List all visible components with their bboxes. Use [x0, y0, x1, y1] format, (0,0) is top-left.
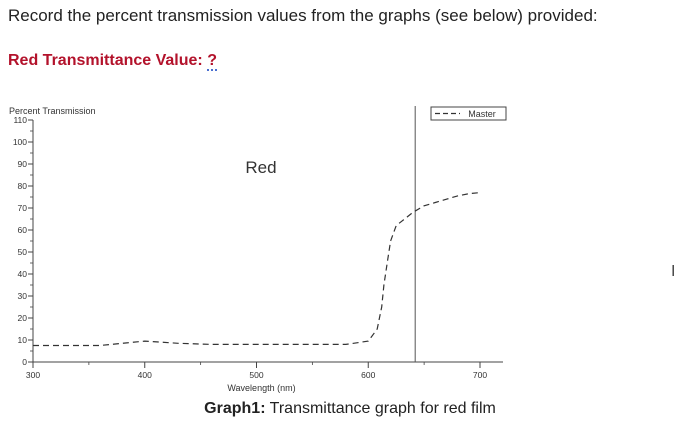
red-transmittance-label: Red Transmittance Value: ?: [8, 52, 217, 71]
y-tick-label: 90: [18, 159, 28, 169]
y-tick-label: 30: [18, 291, 28, 301]
y-tick-label: 60: [18, 225, 28, 235]
y-tick-label: 70: [18, 203, 28, 213]
red-transmittance-label-text: Red Transmittance Value:: [8, 52, 203, 69]
y-tick-label: 20: [18, 313, 28, 323]
text-cursor-icon: I: [671, 262, 676, 280]
y-tick-label: 40: [18, 269, 28, 279]
x-tick-label: 500: [249, 370, 263, 380]
legend-label: Master: [468, 109, 496, 119]
graph-caption: Graph1: Transmittance graph for red film: [0, 400, 700, 418]
x-axis-label: Wavelength (nm): [227, 383, 295, 393]
chart-title: Red: [245, 158, 276, 177]
y-tick-label: 0: [22, 357, 27, 367]
caption-prefix: Graph1:: [204, 400, 266, 417]
y-tick-label: 10: [18, 335, 28, 345]
x-tick-label: 300: [26, 370, 40, 380]
red-transmittance-answer[interactable]: ?: [207, 52, 217, 71]
x-tick-label: 600: [361, 370, 375, 380]
y-axis-label: Percent Transmission: [9, 106, 96, 116]
legend-box: [430, 106, 507, 121]
x-tick-label: 700: [473, 370, 487, 380]
caption-text: Transmittance graph for red film: [265, 400, 496, 417]
series-line-master: [33, 192, 481, 347]
y-tick-label: 110: [13, 115, 27, 125]
instruction-text: Record the percent transmission values f…: [8, 6, 598, 25]
y-tick-label: 50: [18, 247, 28, 257]
y-tick-label: 80: [18, 181, 28, 191]
x-tick-label: 400: [138, 370, 152, 380]
y-tick-label: 100: [13, 137, 27, 147]
